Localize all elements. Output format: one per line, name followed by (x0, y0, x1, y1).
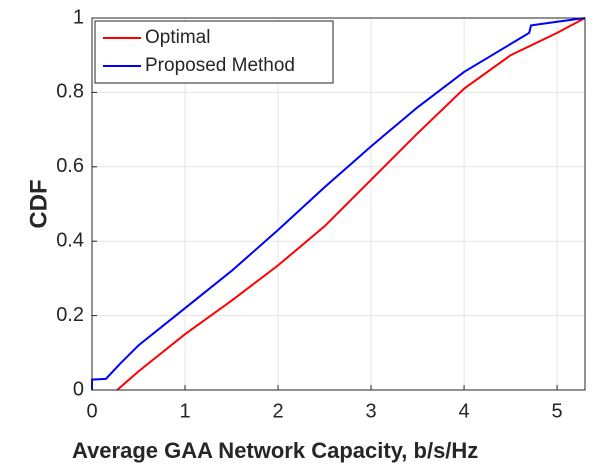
x-axis-label: Average GAA Network Capacity, b/s/Hz (72, 438, 478, 463)
y-tick-label: 0.8 (56, 81, 84, 103)
axes-box (91, 17, 586, 391)
y-axis-label: CDF (25, 179, 52, 228)
data-line (116, 17, 586, 391)
x-tick-label: 2 (272, 400, 283, 422)
y-tick-label: 0.6 (56, 155, 84, 177)
legend-label: Optimal (145, 27, 210, 48)
x-tick-label: 4 (459, 400, 470, 422)
y-tick-label: 1 (73, 6, 84, 28)
x-tick-label: 5 (552, 400, 563, 422)
y-tick-label: 0 (73, 378, 84, 400)
x-tick-label: 3 (365, 400, 376, 422)
data-line (91, 17, 586, 390)
legend-label: Proposed Method (145, 55, 295, 76)
x-tick-label: 1 (179, 400, 190, 422)
y-tick-label: 0.2 (56, 304, 84, 326)
legend-box (94, 20, 334, 84)
y-tick-label: 0.4 (56, 229, 84, 251)
x-tick-label: 0 (86, 400, 97, 422)
